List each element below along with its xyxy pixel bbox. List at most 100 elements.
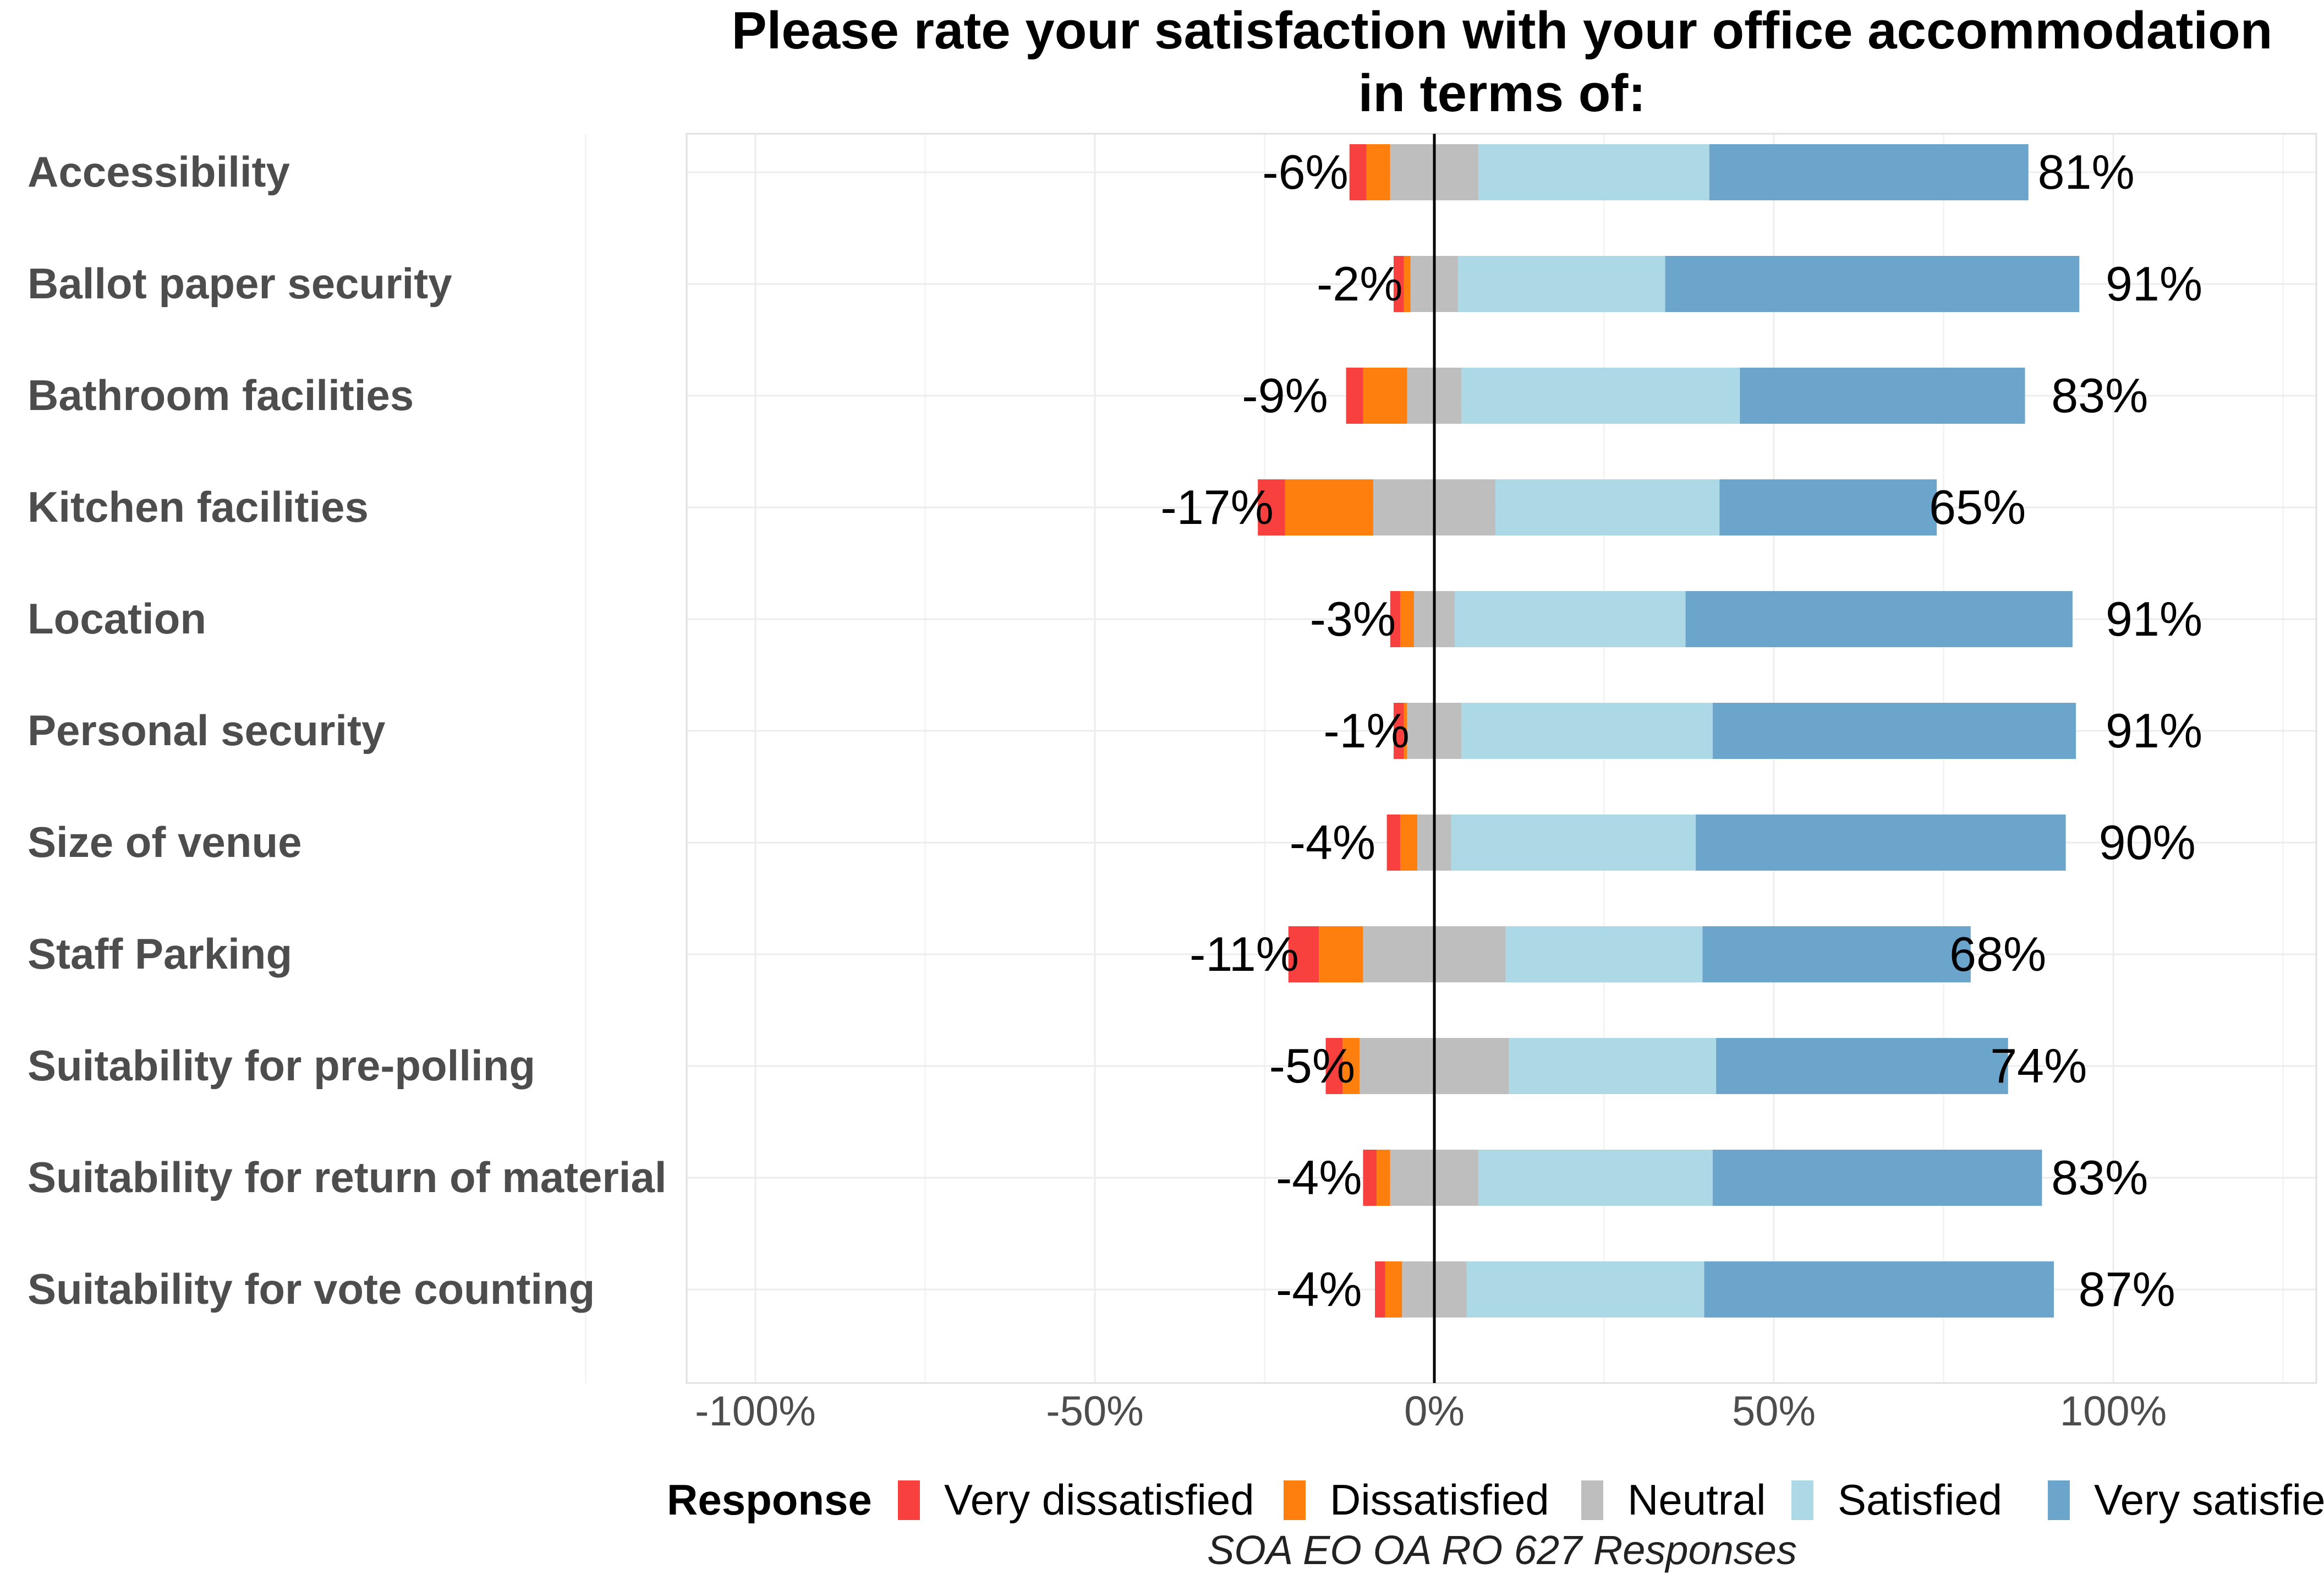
bar-satisfied xyxy=(1455,591,1686,647)
data-label-satisfied: 83% xyxy=(2051,368,2148,423)
legend-title: Response xyxy=(667,1475,872,1524)
labels-layer: Accessibility -6% 81% Ballot paper security… xyxy=(28,145,2202,1316)
legend-label: Satisfied xyxy=(1838,1475,2002,1524)
bar-very-satisfied xyxy=(1712,703,2076,759)
bar-neutral xyxy=(1434,1038,1509,1094)
bar-dissatisfied xyxy=(1366,144,1390,200)
bar-dissatisfied xyxy=(1400,591,1414,647)
bar-neutral xyxy=(1407,368,1434,424)
bar-very-satisfied xyxy=(1712,1150,2042,1206)
category-label: Suitability for return of material xyxy=(28,1153,667,1201)
legend-swatch xyxy=(1581,1480,1603,1520)
data-label-dissatisfied: -5% xyxy=(1269,1039,1356,1093)
bar-neutral xyxy=(1434,144,1479,200)
bar-neutral xyxy=(1434,368,1462,424)
bar-very-dissatisfied xyxy=(1349,144,1367,200)
data-label-satisfied: 65% xyxy=(1929,480,2026,534)
bar-dissatisfied xyxy=(1363,368,1407,424)
bar-neutral xyxy=(1402,1261,1434,1318)
bar-satisfied xyxy=(1466,1261,1704,1318)
bar-very-satisfied xyxy=(1696,815,2066,871)
chart-title: in terms of: xyxy=(1358,64,1646,123)
bar-very-dissatisfied xyxy=(1363,1150,1377,1206)
bar-satisfied xyxy=(1478,1150,1713,1206)
bar-neutral xyxy=(1434,256,1459,312)
bar-very-satisfied xyxy=(1704,1261,2054,1318)
bar-dissatisfied xyxy=(1342,1038,1360,1094)
category-label: Accessibility xyxy=(28,147,290,196)
plot-border xyxy=(686,133,2317,1384)
bar-satisfied xyxy=(1495,479,1720,535)
category-label: Suitability for vote counting xyxy=(28,1265,595,1313)
data-label-dissatisfied: -6% xyxy=(1262,145,1349,199)
bar-satisfied xyxy=(1451,815,1696,871)
bar-very-dissatisfied xyxy=(1258,479,1285,535)
bar-very-dissatisfied xyxy=(1393,256,1404,312)
category-label: Location xyxy=(28,594,206,643)
bar-neutral xyxy=(1360,1038,1434,1094)
category-label: Ballot paper security xyxy=(28,259,452,308)
data-label-dissatisfied: -4% xyxy=(1276,1262,1362,1316)
bar-very-satisfied xyxy=(1709,144,2029,200)
data-label-satisfied: 68% xyxy=(1949,927,2046,981)
data-label-dissatisfied: -4% xyxy=(1276,1150,1362,1205)
bar-satisfied xyxy=(1458,256,1665,312)
bar-dissatisfied xyxy=(1400,815,1418,871)
data-label-dissatisfied: -11% xyxy=(1190,927,1299,981)
legend-label: Neutral xyxy=(1627,1475,1766,1524)
legend-label: Very dissatisfied xyxy=(944,1475,1254,1524)
bar-very-dissatisfied xyxy=(1288,926,1319,982)
bar-dissatisfied xyxy=(1285,479,1373,535)
bar-very-satisfied xyxy=(1719,479,1937,535)
bar-very-dissatisfied xyxy=(1386,815,1401,871)
bar-neutral xyxy=(1434,1261,1467,1318)
bar-neutral xyxy=(1434,479,1496,535)
bar-neutral xyxy=(1434,1150,1479,1206)
data-label-satisfied: 91% xyxy=(2106,592,2202,646)
bar-neutral xyxy=(1407,703,1434,759)
x-tick-label: 50% xyxy=(1732,1388,1816,1435)
bar-very-satisfied xyxy=(1702,926,1971,982)
category-label: Bathroom facilities xyxy=(28,371,414,419)
bar-very-dissatisfied xyxy=(1375,1261,1385,1318)
bar-dissatisfied xyxy=(1385,1261,1402,1318)
legend-label: Dissatisfied xyxy=(1330,1475,1549,1524)
legend-label: Very satisfied xyxy=(2094,1475,2324,1524)
bar-very-dissatisfied xyxy=(1393,703,1404,759)
chart-title: Please rate your satisfaction with your … xyxy=(732,1,2273,60)
category-label: Kitchen facilities xyxy=(28,483,369,531)
data-label-satisfied: 81% xyxy=(2038,145,2135,199)
category-label: Suitability for pre-polling xyxy=(28,1041,535,1090)
data-label-satisfied: 74% xyxy=(1990,1039,2087,1093)
data-label-dissatisfied: -2% xyxy=(1317,256,1403,311)
bar-neutral xyxy=(1390,1150,1434,1206)
bar-dissatisfied xyxy=(1377,1150,1390,1206)
bar-very-satisfied xyxy=(1740,368,2025,424)
data-label-satisfied: 87% xyxy=(2079,1262,2175,1316)
data-label-satisfied: 90% xyxy=(2099,815,2196,870)
bar-very-dissatisfied xyxy=(1390,591,1401,647)
legend-swatch xyxy=(898,1480,920,1520)
data-label-dissatisfied: -3% xyxy=(1310,592,1396,646)
bar-dissatisfied xyxy=(1404,256,1411,312)
data-label-dissatisfied: -9% xyxy=(1242,368,1328,423)
bar-dissatisfied xyxy=(1404,703,1407,759)
legend: Response Very dissatisfied Dissatisfied Neu… xyxy=(667,1475,2324,1524)
x-tick-label: -100% xyxy=(695,1388,816,1435)
axis-layer: -100% -50% 0% 50% 100% xyxy=(695,1388,2167,1435)
data-label-dissatisfied: -4% xyxy=(1290,815,1376,870)
legend-swatch xyxy=(1284,1480,1306,1520)
bar-neutral xyxy=(1363,926,1434,982)
bar-neutral xyxy=(1434,926,1506,982)
bar-satisfied xyxy=(1505,926,1703,982)
bar-satisfied xyxy=(1461,368,1740,424)
bar-neutral xyxy=(1434,703,1462,759)
bar-very-dissatisfied xyxy=(1346,368,1363,424)
category-label: Personal security xyxy=(28,706,385,755)
chart-caption: SOA EO OA RO 627 Responses xyxy=(1207,1527,1797,1573)
bar-neutral xyxy=(1410,256,1434,312)
data-label-satisfied: 91% xyxy=(2106,703,2202,758)
bar-neutral xyxy=(1373,479,1434,535)
bar-satisfied xyxy=(1478,144,1709,200)
